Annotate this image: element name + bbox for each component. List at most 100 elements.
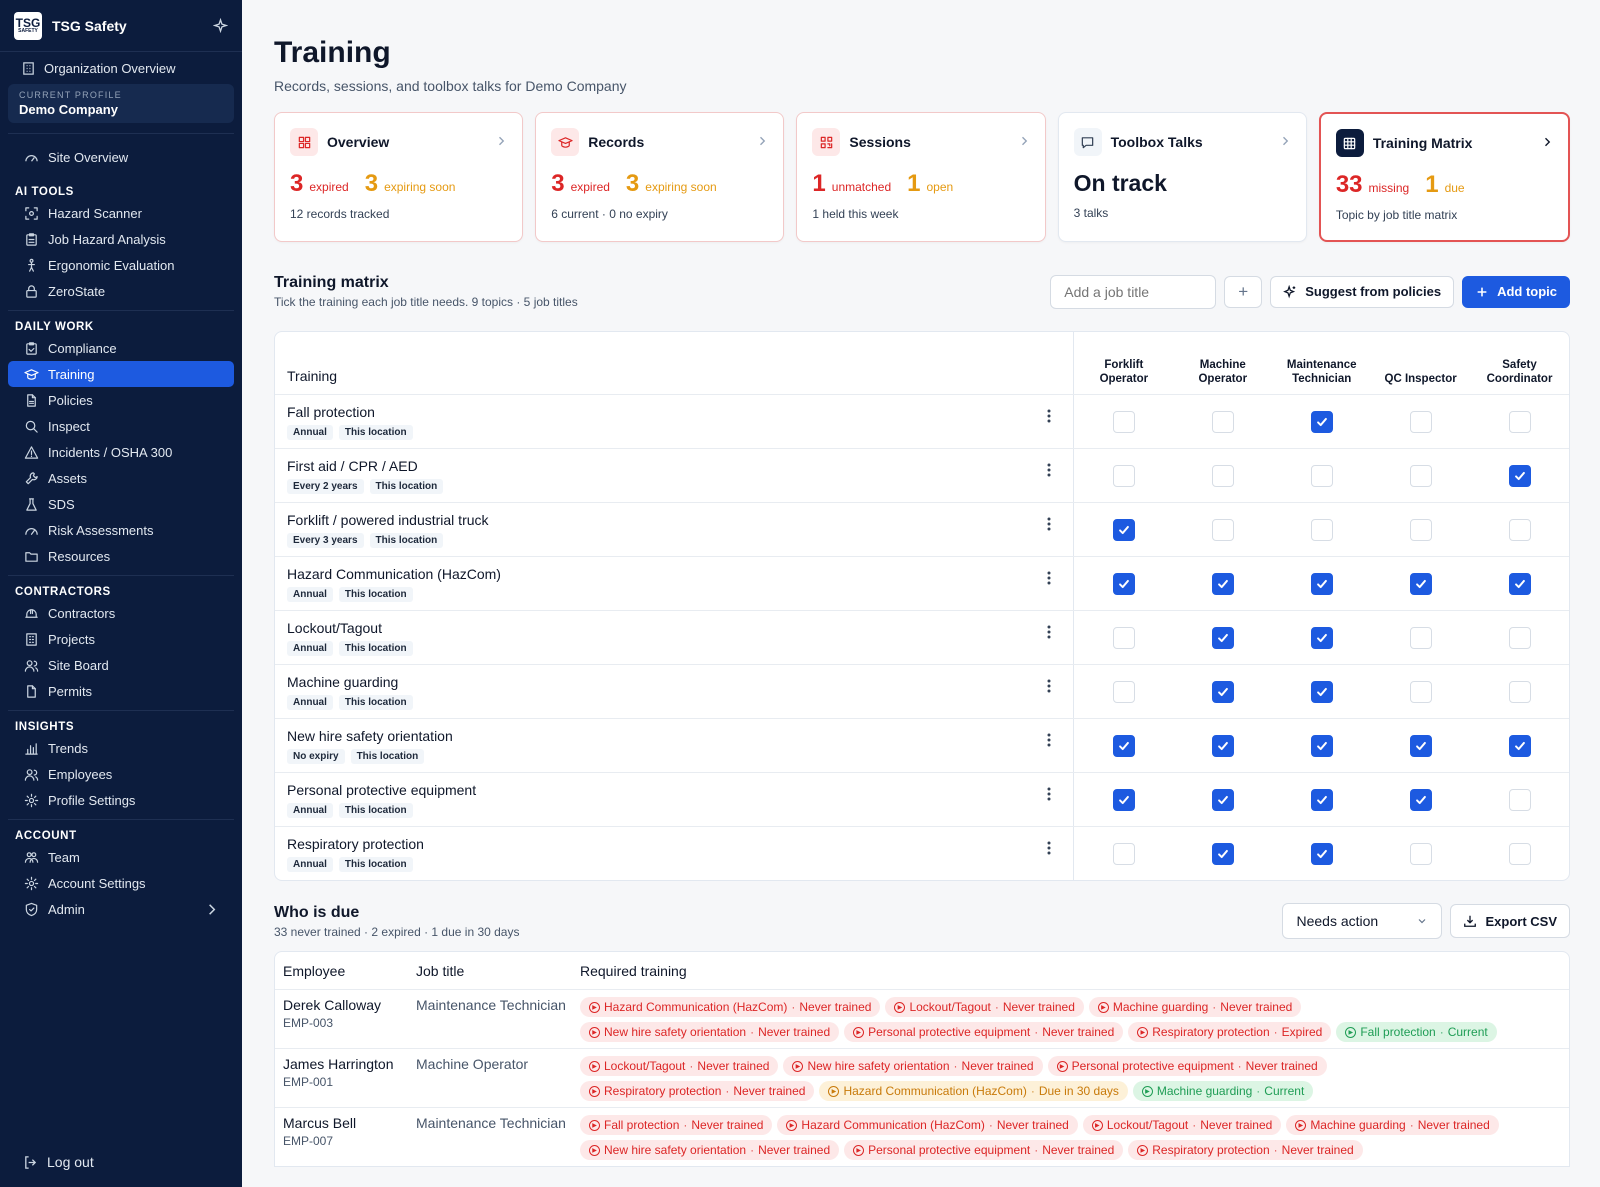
matrix-checkbox[interactable] <box>1112 788 1135 811</box>
matrix-checkbox[interactable] <box>1310 680 1333 703</box>
matrix-checkbox[interactable] <box>1310 464 1333 487</box>
matrix-checkbox[interactable] <box>1508 464 1531 487</box>
kebab-menu-icon[interactable] <box>1047 625 1051 643</box>
warning-icon <box>23 444 39 460</box>
matrix-checkbox[interactable] <box>1409 626 1432 649</box>
matrix-checkbox[interactable] <box>1112 518 1135 541</box>
matrix-checkbox[interactable] <box>1409 680 1432 703</box>
brand-logo[interactable]: TSG SAFETY <box>14 11 42 40</box>
matrix-checkbox[interactable] <box>1508 518 1531 541</box>
site-overview-link[interactable]: Site Overview <box>8 144 234 170</box>
matrix-checkbox[interactable] <box>1310 734 1333 757</box>
job-title-line: Maintenance <box>1286 359 1357 371</box>
table-icon <box>1335 129 1364 157</box>
matrix-checkbox[interactable] <box>1508 734 1531 757</box>
matrix-checkbox[interactable] <box>1112 410 1135 433</box>
kebab-menu-icon[interactable] <box>1047 787 1051 805</box>
sidebar-item-hazard-scanner[interactable]: Hazard Scanner <box>8 200 234 226</box>
table-row[interactable]: Derek Calloway EMP-003 Maintenance Technic… <box>275 989 1569 1048</box>
org-overview-link[interactable]: Organization Overview <box>0 52 242 80</box>
table-row[interactable]: Marcus Bell EMP-007 Maintenance Technician… <box>275 1107 1569 1166</box>
matrix-checkbox[interactable] <box>1310 842 1333 865</box>
sidebar-item-incidents-osha-300[interactable]: Incidents / OSHA 300 <box>8 439 234 465</box>
sidebar-item-inspect[interactable]: Inspect <box>8 413 234 439</box>
matrix-checkbox[interactable] <box>1508 788 1531 811</box>
sidebar-item-compliance[interactable]: Compliance <box>8 335 234 361</box>
sidebar-item-admin[interactable]: Admin <box>8 896 234 922</box>
card-records[interactable]: Records 3 expired 3 expiring soon 6 current ·… <box>535 112 785 242</box>
sidebar-item-trends[interactable]: Trends <box>8 735 234 761</box>
kebab-menu-icon[interactable] <box>1047 733 1051 751</box>
matrix-checkbox[interactable] <box>1508 626 1531 649</box>
matrix-checkbox[interactable] <box>1211 518 1234 541</box>
card-sessions[interactable]: Sessions 1 unmatched 1 open 1 held this week <box>796 112 1046 242</box>
kebab-menu-icon[interactable] <box>1047 841 1051 859</box>
kebab-menu-icon[interactable] <box>1047 463 1051 481</box>
sidebar-item-job-hazard-analysis[interactable]: Job Hazard Analysis <box>8 226 234 252</box>
sidebar-item-projects[interactable]: Projects <box>8 626 234 652</box>
matrix-checkbox[interactable] <box>1409 734 1432 757</box>
job-title-input[interactable] <box>1050 274 1217 309</box>
sidebar-item-contractors[interactable]: Contractors <box>8 600 234 626</box>
matrix-checkbox[interactable] <box>1508 572 1531 595</box>
matrix-checkbox[interactable] <box>1409 464 1432 487</box>
sidebar-item-training[interactable]: Training <box>8 361 234 387</box>
matrix-checkbox[interactable] <box>1112 680 1135 703</box>
matrix-checkbox[interactable] <box>1112 626 1135 649</box>
card-toolbox-talks[interactable]: Toolbox Talks On track 3 talks <box>1057 112 1307 242</box>
sidebar-item-risk-assessments[interactable]: Risk Assessments <box>8 517 234 543</box>
sidebar-item-account-settings[interactable]: Account Settings <box>8 870 234 896</box>
matrix-checkbox[interactable] <box>1112 734 1135 757</box>
table-row[interactable]: James Harrington EMP-001 Machine Operator ▶… <box>275 1048 1569 1107</box>
current-profile[interactable]: CURRENT PROFILE Demo Company <box>8 84 234 123</box>
matrix-checkbox[interactable] <box>1112 464 1135 487</box>
matrix-checkbox[interactable] <box>1409 410 1432 433</box>
sidebar-item-sds[interactable]: SDS <box>8 491 234 517</box>
sidebar-item-permits[interactable]: Permits <box>8 678 234 704</box>
matrix-checkbox[interactable] <box>1310 518 1333 541</box>
matrix-checkbox[interactable] <box>1211 788 1234 811</box>
export-csv-button[interactable]: Export CSV <box>1450 904 1570 938</box>
matrix-checkbox[interactable] <box>1409 572 1432 595</box>
sidebar-item-ergonomic-evaluation[interactable]: Ergonomic Evaluation <box>8 252 234 278</box>
matrix-checkbox[interactable] <box>1310 788 1333 811</box>
matrix-checkbox[interactable] <box>1211 410 1234 433</box>
matrix-checkbox[interactable] <box>1409 842 1432 865</box>
sidebar-item-employees[interactable]: Employees <box>8 761 234 787</box>
needs-action-select[interactable]: Needs action <box>1282 903 1443 939</box>
matrix-checkbox[interactable] <box>1211 842 1234 865</box>
sidebar-item-profile-settings[interactable]: Profile Settings <box>8 787 234 813</box>
matrix-checkbox[interactable] <box>1310 626 1333 649</box>
matrix-checkbox[interactable] <box>1409 788 1432 811</box>
matrix-checkbox[interactable] <box>1310 410 1333 433</box>
sidebar-item-site-board[interactable]: Site Board <box>8 652 234 678</box>
kebab-menu-icon[interactable] <box>1047 517 1051 535</box>
logout-button[interactable]: Log out <box>0 1137 242 1187</box>
card-overview[interactable]: Overview 3 expired 3 expiring soon 12 records… <box>274 112 524 242</box>
sparkle-icon[interactable] <box>212 18 228 34</box>
kebab-menu-icon[interactable] <box>1047 409 1051 427</box>
add-job-title-button[interactable]: + <box>1224 275 1263 308</box>
matrix-checkbox[interactable] <box>1310 572 1333 595</box>
matrix-checkbox[interactable] <box>1211 734 1234 757</box>
matrix-checkbox[interactable] <box>1211 572 1234 595</box>
matrix-checkbox[interactable] <box>1211 680 1234 703</box>
matrix-checkbox[interactable] <box>1211 464 1234 487</box>
matrix-checkbox[interactable] <box>1409 518 1432 541</box>
kebab-menu-icon[interactable] <box>1047 571 1051 589</box>
sidebar-item-resources[interactable]: Resources <box>8 543 234 569</box>
kebab-menu-icon[interactable] <box>1047 679 1051 697</box>
card-training-matrix[interactable]: Training Matrix 33 missing 1 due Topic by job… <box>1318 112 1571 242</box>
matrix-checkbox[interactable] <box>1508 842 1531 865</box>
matrix-checkbox[interactable] <box>1211 626 1234 649</box>
sidebar-item-team[interactable]: Team <box>8 844 234 870</box>
add-topic-button[interactable]: Add topic <box>1462 275 1570 308</box>
suggest-from-policies-button[interactable]: Suggest from policies <box>1270 275 1455 308</box>
matrix-checkbox[interactable] <box>1112 842 1135 865</box>
sidebar-item-policies[interactable]: Policies <box>8 387 234 413</box>
matrix-checkbox[interactable] <box>1112 572 1135 595</box>
sidebar-item-zerostate[interactable]: ZeroState <box>8 278 234 304</box>
matrix-checkbox[interactable] <box>1508 680 1531 703</box>
sidebar-item-assets[interactable]: Assets <box>8 465 234 491</box>
matrix-checkbox[interactable] <box>1508 410 1531 433</box>
